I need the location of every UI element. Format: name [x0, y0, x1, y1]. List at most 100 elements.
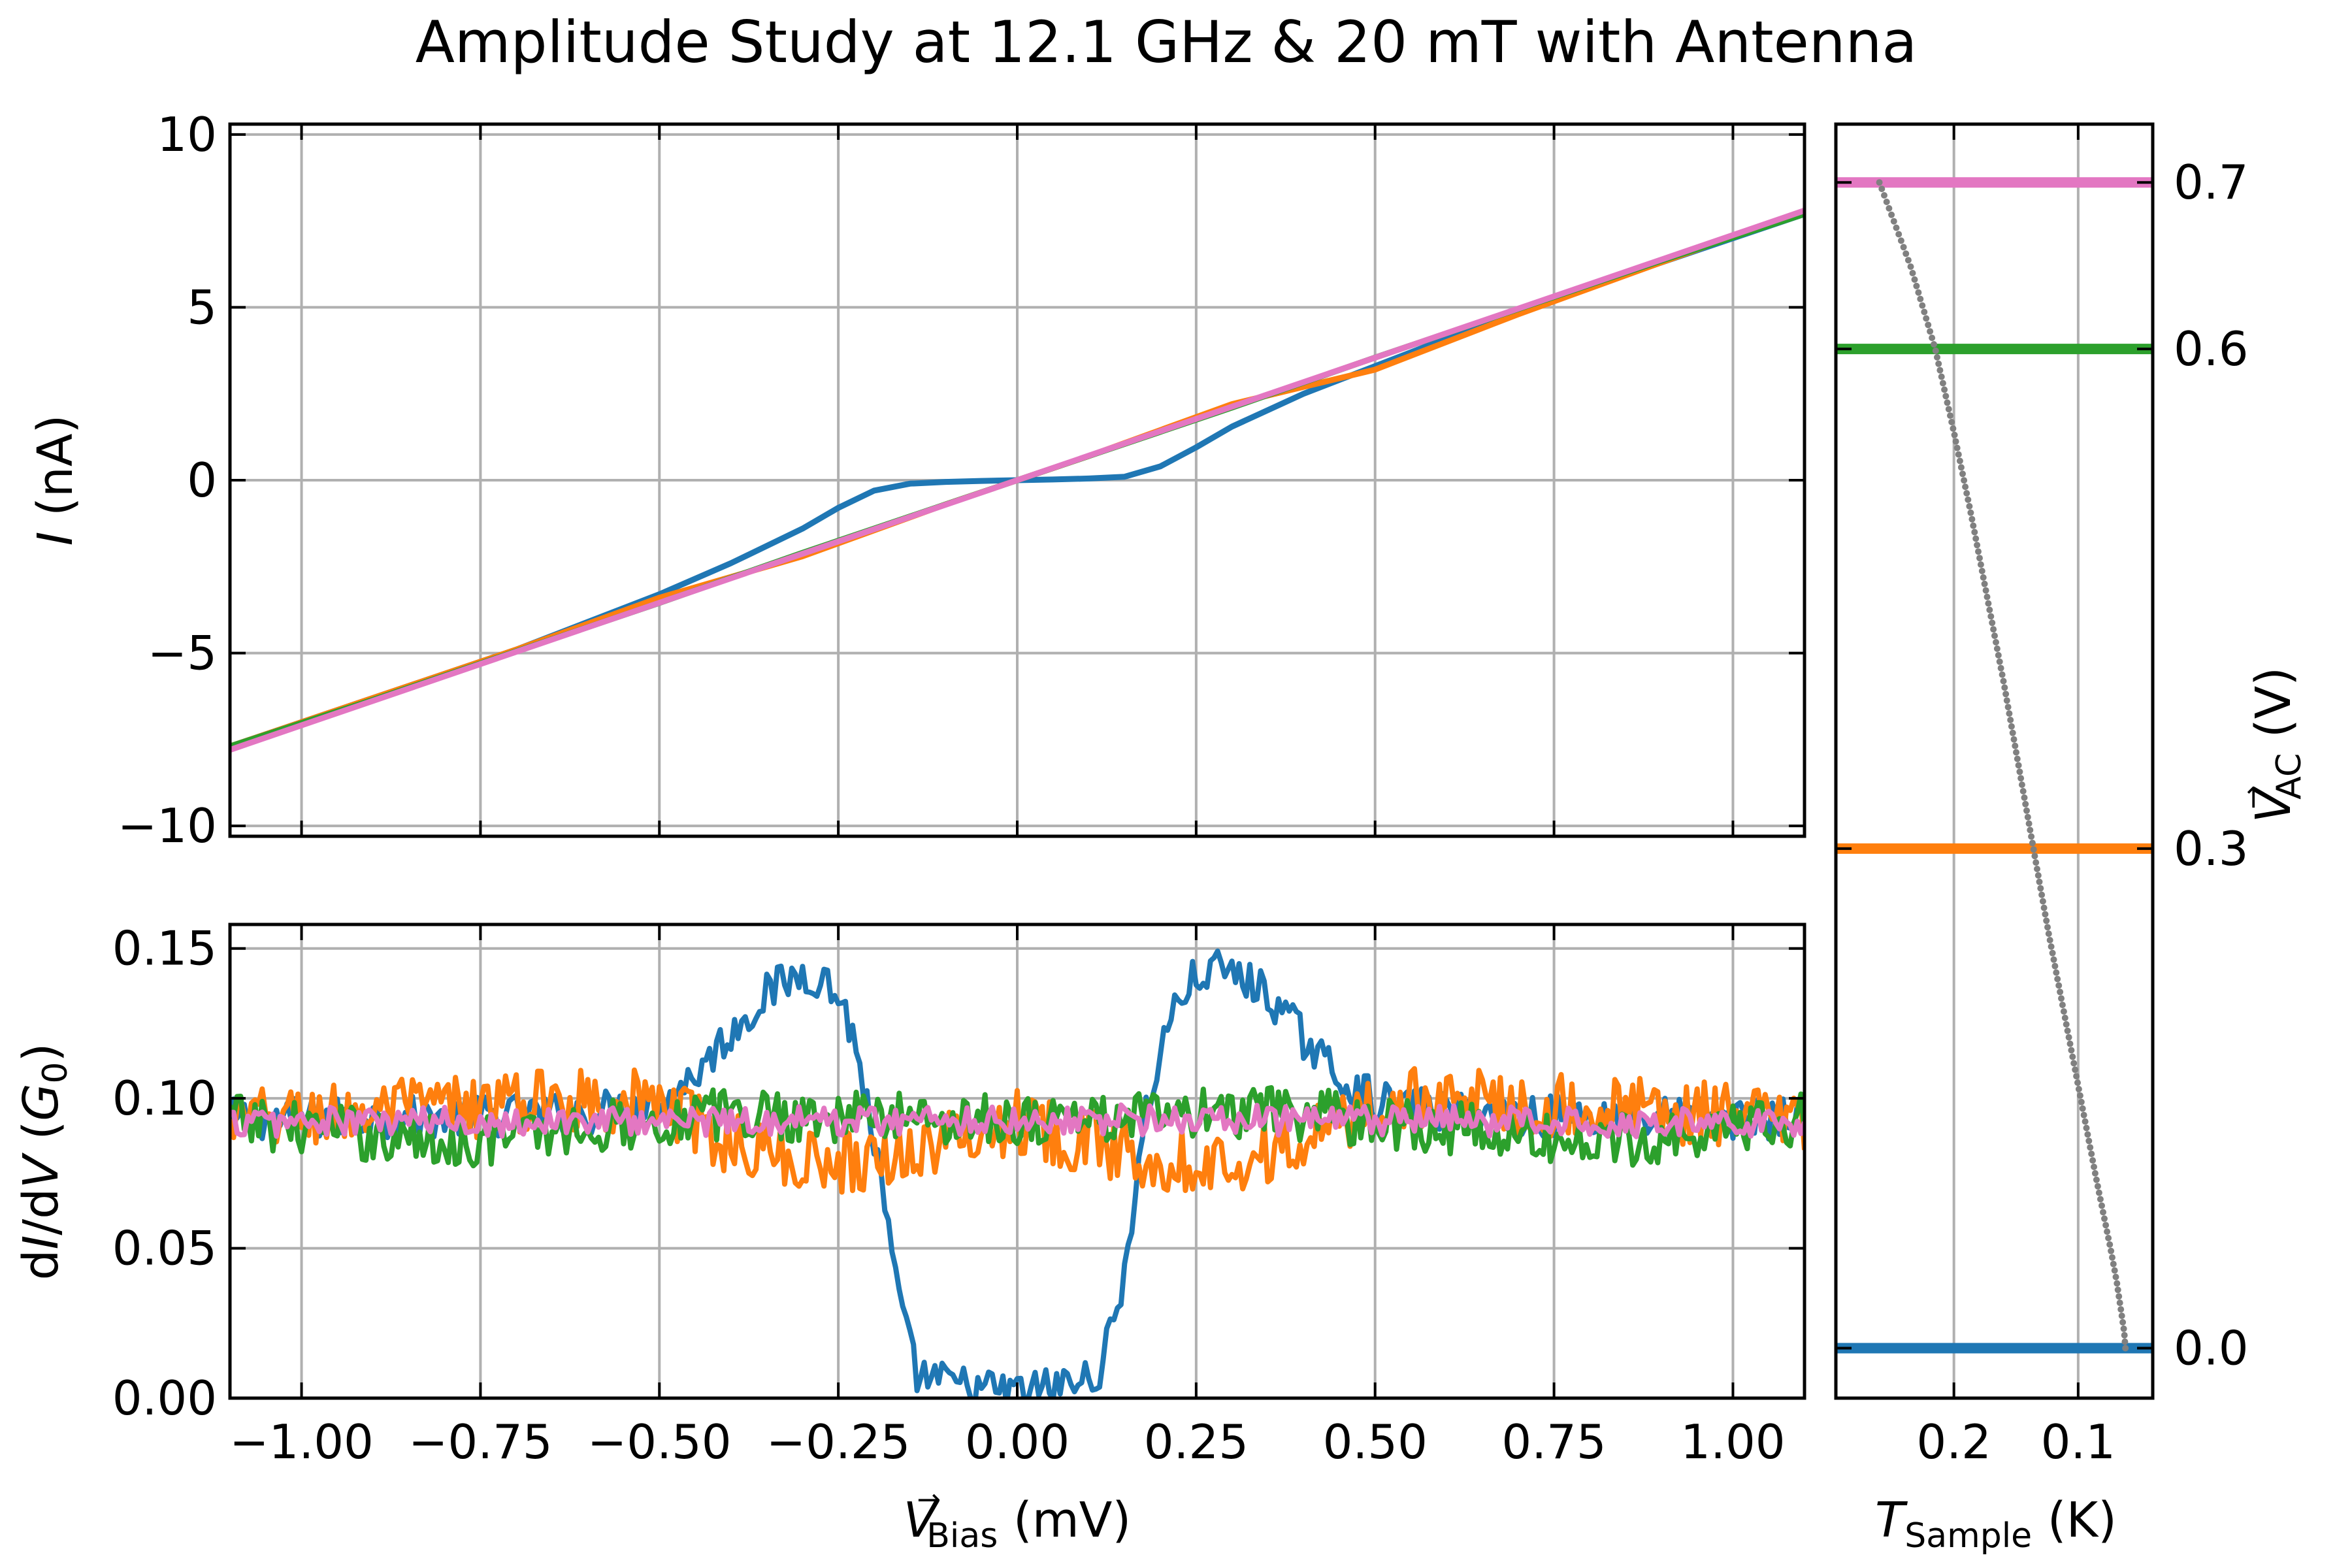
temperature-point [2043, 917, 2050, 924]
iv-ylabel: I (nA) [27, 415, 84, 546]
temperature-point [1966, 502, 1973, 510]
temperature-point [1915, 289, 1922, 296]
iv-ytick-label: −5 [148, 626, 217, 681]
temperature-point [1938, 373, 1945, 380]
figure-title: Amplitude Study at 12.1 GHz & 20 mT with… [416, 8, 1918, 76]
temperature-point [2091, 1169, 2099, 1177]
temperature-point [2013, 749, 2019, 756]
temperature-point [2061, 1015, 2068, 1021]
didv-ytick-label: 0.05 [112, 1221, 217, 1276]
temperature-point [2006, 710, 2013, 717]
temperature-point [1931, 341, 1937, 348]
temperature-point [2122, 1345, 2129, 1352]
temperature-point [2069, 1053, 2076, 1060]
temperature-point [2066, 1040, 2074, 1047]
temperature-point [2099, 1202, 2105, 1209]
temperature-point [2003, 697, 2010, 704]
temperature-point [2097, 1196, 2104, 1203]
temperature-point [1948, 419, 1955, 425]
temperature-point [2001, 684, 2008, 691]
temperature-point [1932, 347, 1939, 354]
iv-ticks: −10 −5 0 5 10 [118, 107, 1805, 853]
temperature-point [1972, 535, 1980, 542]
iv-ytick-label: −10 [118, 798, 217, 853]
didv-lines [230, 948, 1805, 1398]
temperature-point [2017, 775, 2025, 782]
temperature-point [2112, 1273, 2119, 1281]
temperature-point [1987, 613, 1995, 620]
temperature-point [2088, 1151, 2095, 1158]
didv-xtick-label: 0.00 [965, 1414, 1070, 1469]
temperature-point [1909, 270, 1916, 276]
didv-xtick-label: −0.25 [766, 1414, 911, 1469]
iv-ylabel-unit: (nA) [27, 415, 84, 516]
temperature-point [1944, 399, 1951, 406]
temperature-point [1951, 431, 1958, 438]
temperature-point [1890, 218, 1897, 225]
temperature-point [2109, 1254, 2115, 1261]
temperature-point [2110, 1260, 2117, 1267]
temperature-point [1963, 490, 1970, 497]
temperature-point [1945, 406, 1952, 413]
temperature-point [1886, 204, 1893, 212]
temperature-point [1955, 451, 1962, 458]
didv-xtick-label: 0.75 [1501, 1414, 1606, 1469]
temperature-point [1941, 386, 1948, 393]
didv-xlabel: V→ Bias (mV) [904, 1483, 1132, 1556]
temperature-point [1967, 509, 1974, 516]
temperature-point [2075, 1086, 2082, 1092]
temperature-point [2119, 1318, 2127, 1326]
temperature-point [1878, 186, 1886, 193]
temperature-point [1985, 600, 1992, 607]
temperature-point [1952, 438, 1959, 445]
didv-grid [230, 924, 1805, 1399]
temperature-point [1934, 353, 1940, 361]
temperature-point [2053, 969, 2060, 976]
temperature-point [2024, 813, 2031, 821]
temperature-point [2049, 949, 2056, 956]
temperature-point [2100, 1209, 2106, 1216]
temperature-point [2025, 820, 2033, 827]
temp-xtick-label: 0.2 [1916, 1414, 1991, 1469]
didv-series-line [230, 1085, 1805, 1169]
didv-frame [228, 923, 1806, 1400]
temperature-point [2093, 1176, 2100, 1183]
temperature-point [1986, 606, 1993, 613]
temperature-point [2058, 995, 2065, 1002]
temperature-point [1956, 457, 1963, 465]
temperature-point [1935, 360, 1942, 367]
temperature-point [1980, 574, 1987, 581]
temperature-point [1913, 282, 1920, 289]
iv-panel: −10 −5 0 5 10 I (nA) [27, 107, 1806, 853]
didv-xtick-label: 1.00 [1680, 1414, 1785, 1469]
temperature-point [1929, 335, 1936, 342]
temp-grid [1952, 124, 2080, 1398]
temperature-point [2115, 1293, 2123, 1300]
temperature-point [2082, 1118, 2089, 1125]
didv-xtick-label: −1.00 [229, 1414, 374, 1469]
temperature-point [1982, 587, 1989, 594]
temperature-point [1978, 568, 1985, 574]
temperature-point [2021, 794, 2028, 801]
temperature-point [2079, 1105, 2086, 1112]
temperature-point [2044, 924, 2051, 931]
iv-ytick-label: 5 [187, 280, 217, 335]
temperature-point [2074, 1079, 2081, 1086]
temperature-point [2027, 826, 2034, 834]
temperature-point [2019, 788, 2027, 794]
temperature-point [2057, 988, 2064, 996]
temperature-point [2023, 807, 2030, 814]
temperature-point [1999, 671, 2006, 678]
temperature-point [2030, 846, 2037, 853]
temperature-point [2008, 723, 2015, 730]
temperature-point [1965, 496, 1972, 503]
temperature-point [1991, 632, 1998, 640]
temperature-point [1888, 211, 1895, 218]
temp-ytick-label: 0.6 [2174, 321, 2249, 376]
temp-xlabel: TSample (K) [1875, 1492, 2117, 1556]
iv-frame [228, 122, 1806, 838]
temperature-point [2010, 736, 2017, 743]
didv-ytick-label: 0.15 [112, 921, 217, 976]
temperature-point [1961, 477, 1968, 484]
iv-ylabel-symbol: I [27, 531, 84, 546]
